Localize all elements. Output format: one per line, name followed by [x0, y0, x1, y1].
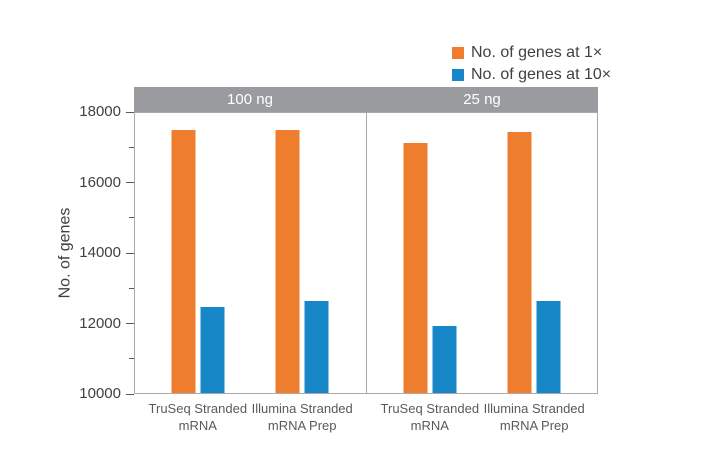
bar-100ng-group1-series1	[171, 130, 196, 393]
y-tick-label-14000: 14000	[79, 244, 121, 261]
y-tick-14000	[126, 252, 134, 254]
y-minor-tick-15000	[129, 217, 134, 219]
bar-group-p0-g0	[171, 113, 225, 393]
bar-25ng-group1-series1	[403, 142, 428, 393]
category-label-illumina-25ng: Illumina Stranded mRNA Prep	[483, 401, 585, 433]
y-tick-label-12000: 12000	[79, 314, 121, 332]
y-tick-label-16000: 16000	[79, 173, 121, 191]
bar-100ng-group2-series1	[275, 130, 300, 393]
panel-header-100ng: 100 ng	[227, 91, 273, 108]
y-tick-label-18000: 18000	[79, 103, 121, 120]
y-minor-tick-13000	[129, 287, 134, 289]
legend-label-10x: No. of genes at 10×	[471, 66, 612, 83]
y-axis: 10000 12000 14000 16000 18000	[0, 103, 134, 402]
plot-area	[134, 112, 598, 394]
bar-25ng-group1-series2	[432, 326, 457, 393]
y-minor-tick-17000	[129, 146, 134, 148]
y-minor-tick-11000	[129, 358, 134, 360]
category-label-truseq-25ng: TruSeq Stranded mRNA	[380, 401, 480, 433]
y-tick-12000	[126, 323, 134, 324]
legend-item-1x: No. of genes at 1×	[452, 42, 611, 64]
legend-item-10x: No. of genes at 10×	[452, 64, 611, 86]
panel-header-25ng: 25 ng	[463, 91, 501, 108]
bar-group-p1-g0	[403, 113, 457, 393]
panel-header-band: 100 ng 25 ng	[134, 87, 598, 112]
bar-100ng-group1-series2	[200, 306, 225, 393]
bar-group-p0-g1	[275, 113, 329, 393]
bar-100ng-group2-series2	[304, 301, 329, 393]
legend: No. of genes at 1× No. of genes at 10×	[452, 42, 611, 86]
category-label-illumina-100ng: Illumina Stranded mRNA Prep	[251, 401, 353, 433]
y-tick-16000	[126, 182, 134, 183]
legend-label-1x: No. of genes at 1×	[471, 44, 603, 61]
y-tick-label-10000: 10000	[79, 385, 121, 402]
bar-25ng-group2-series1	[507, 132, 532, 393]
bar-group-p1-g1	[507, 113, 561, 393]
y-tick-10000	[126, 393, 134, 395]
legend-swatch-10x-icon	[452, 69, 464, 81]
y-tick-18000	[126, 111, 134, 113]
legend-swatch-1x-icon	[452, 47, 464, 59]
panel-100ng	[135, 113, 366, 393]
category-label-truseq-100ng: TruSeq Stranded mRNA	[148, 401, 248, 433]
bar-25ng-group2-series2	[536, 301, 561, 393]
panel-25ng	[365, 113, 598, 393]
